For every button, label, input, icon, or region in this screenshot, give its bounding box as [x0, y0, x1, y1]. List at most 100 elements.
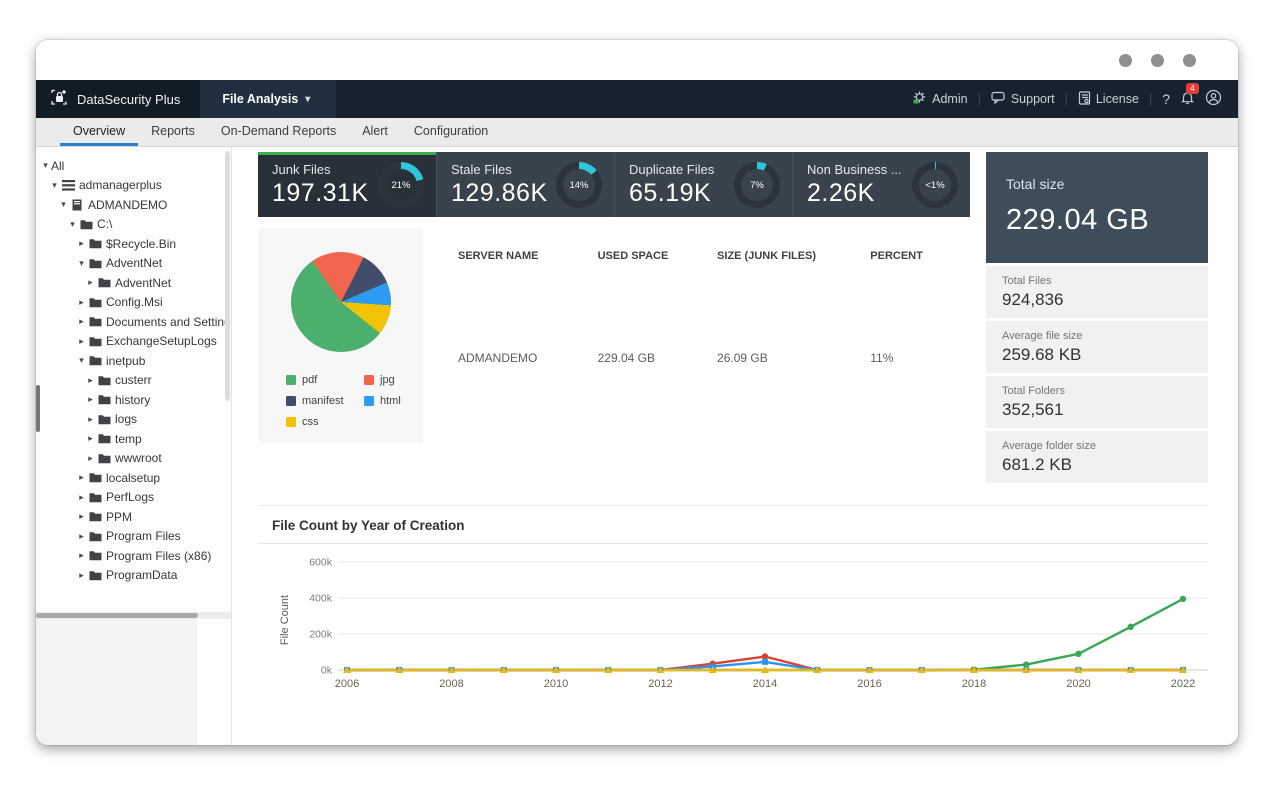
tree-item-program-files-x86-[interactable]: ▸ Program Files (x86) — [36, 546, 231, 566]
summary-card-stale-files[interactable]: Stale Files 129.86K 14% — [436, 152, 614, 217]
tree-item-all[interactable]: ▾ All — [36, 156, 231, 176]
tab-alert[interactable]: Alert — [362, 123, 388, 138]
module-switcher[interactable]: File Analysis ▾ — [200, 80, 337, 118]
tab-on-demand-reports[interactable]: On-Demand Reports — [220, 123, 337, 138]
tree-item-documents-and-settings[interactable]: ▸ Documents and Settings — [36, 312, 231, 332]
caret-closed-icon[interactable]: ▸ — [79, 569, 84, 580]
caret-closed-icon[interactable]: ▸ — [88, 394, 93, 405]
table-row[interactable]: ADMANDEMO 229.04 GB 26.09 GB 11% — [458, 272, 970, 443]
caret-closed-icon[interactable]: ▸ — [88, 452, 93, 463]
tree-item-label: logs — [115, 412, 138, 427]
tree-item-label: history — [115, 392, 151, 407]
summary-card-non-business-[interactable]: Non Business ... 2.26K <1% — [792, 152, 970, 217]
tree-item-program-files[interactable]: ▸ Program Files — [36, 527, 231, 547]
sidebar-tree-panel: ▾ All ▾ admanagerplus ▾ ADMANDEMO ▾ C:\ ▸ $Recycl… — [36, 147, 232, 745]
tree-item-label: temp — [115, 431, 142, 446]
support-link[interactable]: Support — [991, 91, 1055, 107]
brand[interactable]: DataSecurity Plus — [36, 80, 201, 118]
file-type-pie-chart[interactable] — [290, 252, 391, 352]
tab-configuration[interactable]: Configuration — [413, 123, 489, 138]
tree-item-c-[interactable]: ▾ C:\ — [36, 215, 231, 235]
tree-item-label: PerfLogs — [106, 490, 155, 505]
tab-bar: Overview Reports On-Demand Reports Alert Con… — [36, 118, 1238, 147]
left-edge-scrollbar-thumb[interactable] — [36, 385, 40, 432]
tree-item-label: ExchangeSetupLogs — [106, 334, 217, 349]
tab-reports[interactable]: Reports — [151, 123, 195, 138]
tree-item-ppm[interactable]: ▸ PPM — [36, 507, 231, 527]
tree-item-localsetup[interactable]: ▸ localsetup — [36, 468, 231, 488]
caret-closed-icon[interactable]: ▸ — [88, 374, 93, 385]
tree-item-admanagerplus[interactable]: ▾ admanagerplus — [36, 176, 231, 196]
caret-closed-icon[interactable]: ▸ — [88, 413, 93, 424]
caret-closed-icon[interactable]: ▸ — [79, 491, 84, 502]
caret-open-icon[interactable]: ▾ — [61, 199, 66, 210]
caret-closed-icon[interactable]: ▸ — [79, 550, 84, 561]
sidebar-vertical-scrollbar[interactable] — [225, 151, 230, 401]
tree-item--recycle-bin[interactable]: ▸ $Recycle.Bin — [36, 234, 231, 254]
admin-link[interactable]: Admin — [912, 90, 968, 108]
summary-card-duplicate-files[interactable]: Duplicate Files 65.19K 7% — [614, 152, 792, 217]
caret-closed-icon[interactable]: ▸ — [79, 296, 84, 307]
tree-item-exchangesetuplogs[interactable]: ▸ ExchangeSetupLogs — [36, 332, 231, 352]
window-control-dot[interactable] — [1119, 53, 1132, 67]
legend-item-css[interactable]: css — [286, 416, 352, 428]
legend-item-html[interactable]: html — [364, 395, 423, 407]
tree-item-label: Program Files (x86) — [106, 548, 212, 563]
caret-open-icon[interactable]: ▾ — [79, 257, 84, 268]
tree-item-label: AdventNet — [115, 275, 172, 290]
legend-item-pdf[interactable]: pdf — [286, 374, 352, 386]
window-control-dot[interactable] — [1151, 53, 1164, 67]
caret-open-icon[interactable]: ▾ — [70, 218, 75, 229]
notifications-button[interactable]: 4 — [1180, 83, 1199, 108]
tree-item-admandemo[interactable]: ▾ ADMANDEMO — [36, 195, 231, 215]
help-button[interactable]: ? — [1162, 91, 1170, 107]
percent-gauge: 14% — [556, 162, 602, 208]
svg-text:File Count: File Count — [279, 595, 291, 645]
tree-item-label: ProgramData — [106, 568, 178, 583]
window-control-dot[interactable] — [1183, 53, 1196, 67]
svg-text:600k: 600k — [309, 557, 333, 569]
legend-item-jpg[interactable]: jpg — [364, 374, 423, 386]
caret-closed-icon[interactable]: ▸ — [79, 335, 84, 346]
tree-item-inetpub[interactable]: ▾ inetpub — [36, 351, 231, 371]
caret-open-icon[interactable]: ▾ — [79, 355, 84, 366]
caret-closed-icon[interactable]: ▸ — [79, 530, 84, 541]
tree-item-label: Documents and Settings — [106, 314, 231, 329]
user-avatar[interactable] — [1205, 89, 1222, 109]
caret-closed-icon[interactable]: ▸ — [88, 277, 93, 288]
caret-closed-icon[interactable]: ▸ — [79, 238, 84, 249]
legend-item-manifest[interactable]: manifest — [286, 395, 352, 407]
tree-item-temp[interactable]: ▸ temp — [36, 429, 231, 449]
file-type-pie-panel: pdf jpg manifest html css — [258, 228, 423, 443]
tree-item-programdata[interactable]: ▸ ProgramData — [36, 566, 231, 586]
tree-item-custerr[interactable]: ▸ custerr — [36, 371, 231, 391]
legend-swatch — [286, 375, 296, 385]
legend-swatch — [286, 396, 296, 406]
caret-open-icon[interactable]: ▾ — [43, 160, 48, 171]
gauge-percent-label: <1% — [925, 179, 945, 191]
tree-item-perflogs[interactable]: ▸ PerfLogs — [36, 488, 231, 508]
tree-item-config-msi[interactable]: ▸ Config.Msi — [36, 293, 231, 313]
bell-icon — [1181, 92, 1194, 103]
tree-item-adventnet[interactable]: ▾ AdventNet — [36, 254, 231, 274]
tree-item-wwwroot[interactable]: ▸ wwwroot — [36, 449, 231, 469]
table-cell: 26.09 GB — [717, 350, 768, 365]
brand-name: DataSecurity Plus — [77, 91, 181, 107]
caret-closed-icon[interactable]: ▸ — [79, 511, 84, 522]
tree-item-adventnet[interactable]: ▸ AdventNet — [36, 273, 231, 293]
legend-label: pdf — [302, 374, 318, 386]
sidebar-horizontal-scrollbar[interactable] — [36, 612, 231, 619]
caret-closed-icon[interactable]: ▸ — [79, 472, 84, 483]
license-link[interactable]: License — [1078, 90, 1139, 108]
tree-item-logs[interactable]: ▸ logs — [36, 410, 231, 430]
chat-icon — [991, 91, 1006, 107]
legend-swatch — [364, 396, 374, 406]
tab-overview[interactable]: Overview — [60, 118, 139, 146]
summary-card-junk-files[interactable]: Junk Files 197.31K 21% — [258, 152, 436, 217]
caret-open-icon[interactable]: ▾ — [52, 179, 57, 190]
caret-closed-icon[interactable]: ▸ — [88, 433, 93, 444]
folder-icon — [87, 550, 103, 561]
file-count-line-chart[interactable]: 0k 200k 400k 600k File Count 2006 2008 2010 2012… — [258, 544, 1208, 704]
caret-closed-icon[interactable]: ▸ — [79, 316, 84, 327]
tree-item-history[interactable]: ▸ history — [36, 390, 231, 410]
